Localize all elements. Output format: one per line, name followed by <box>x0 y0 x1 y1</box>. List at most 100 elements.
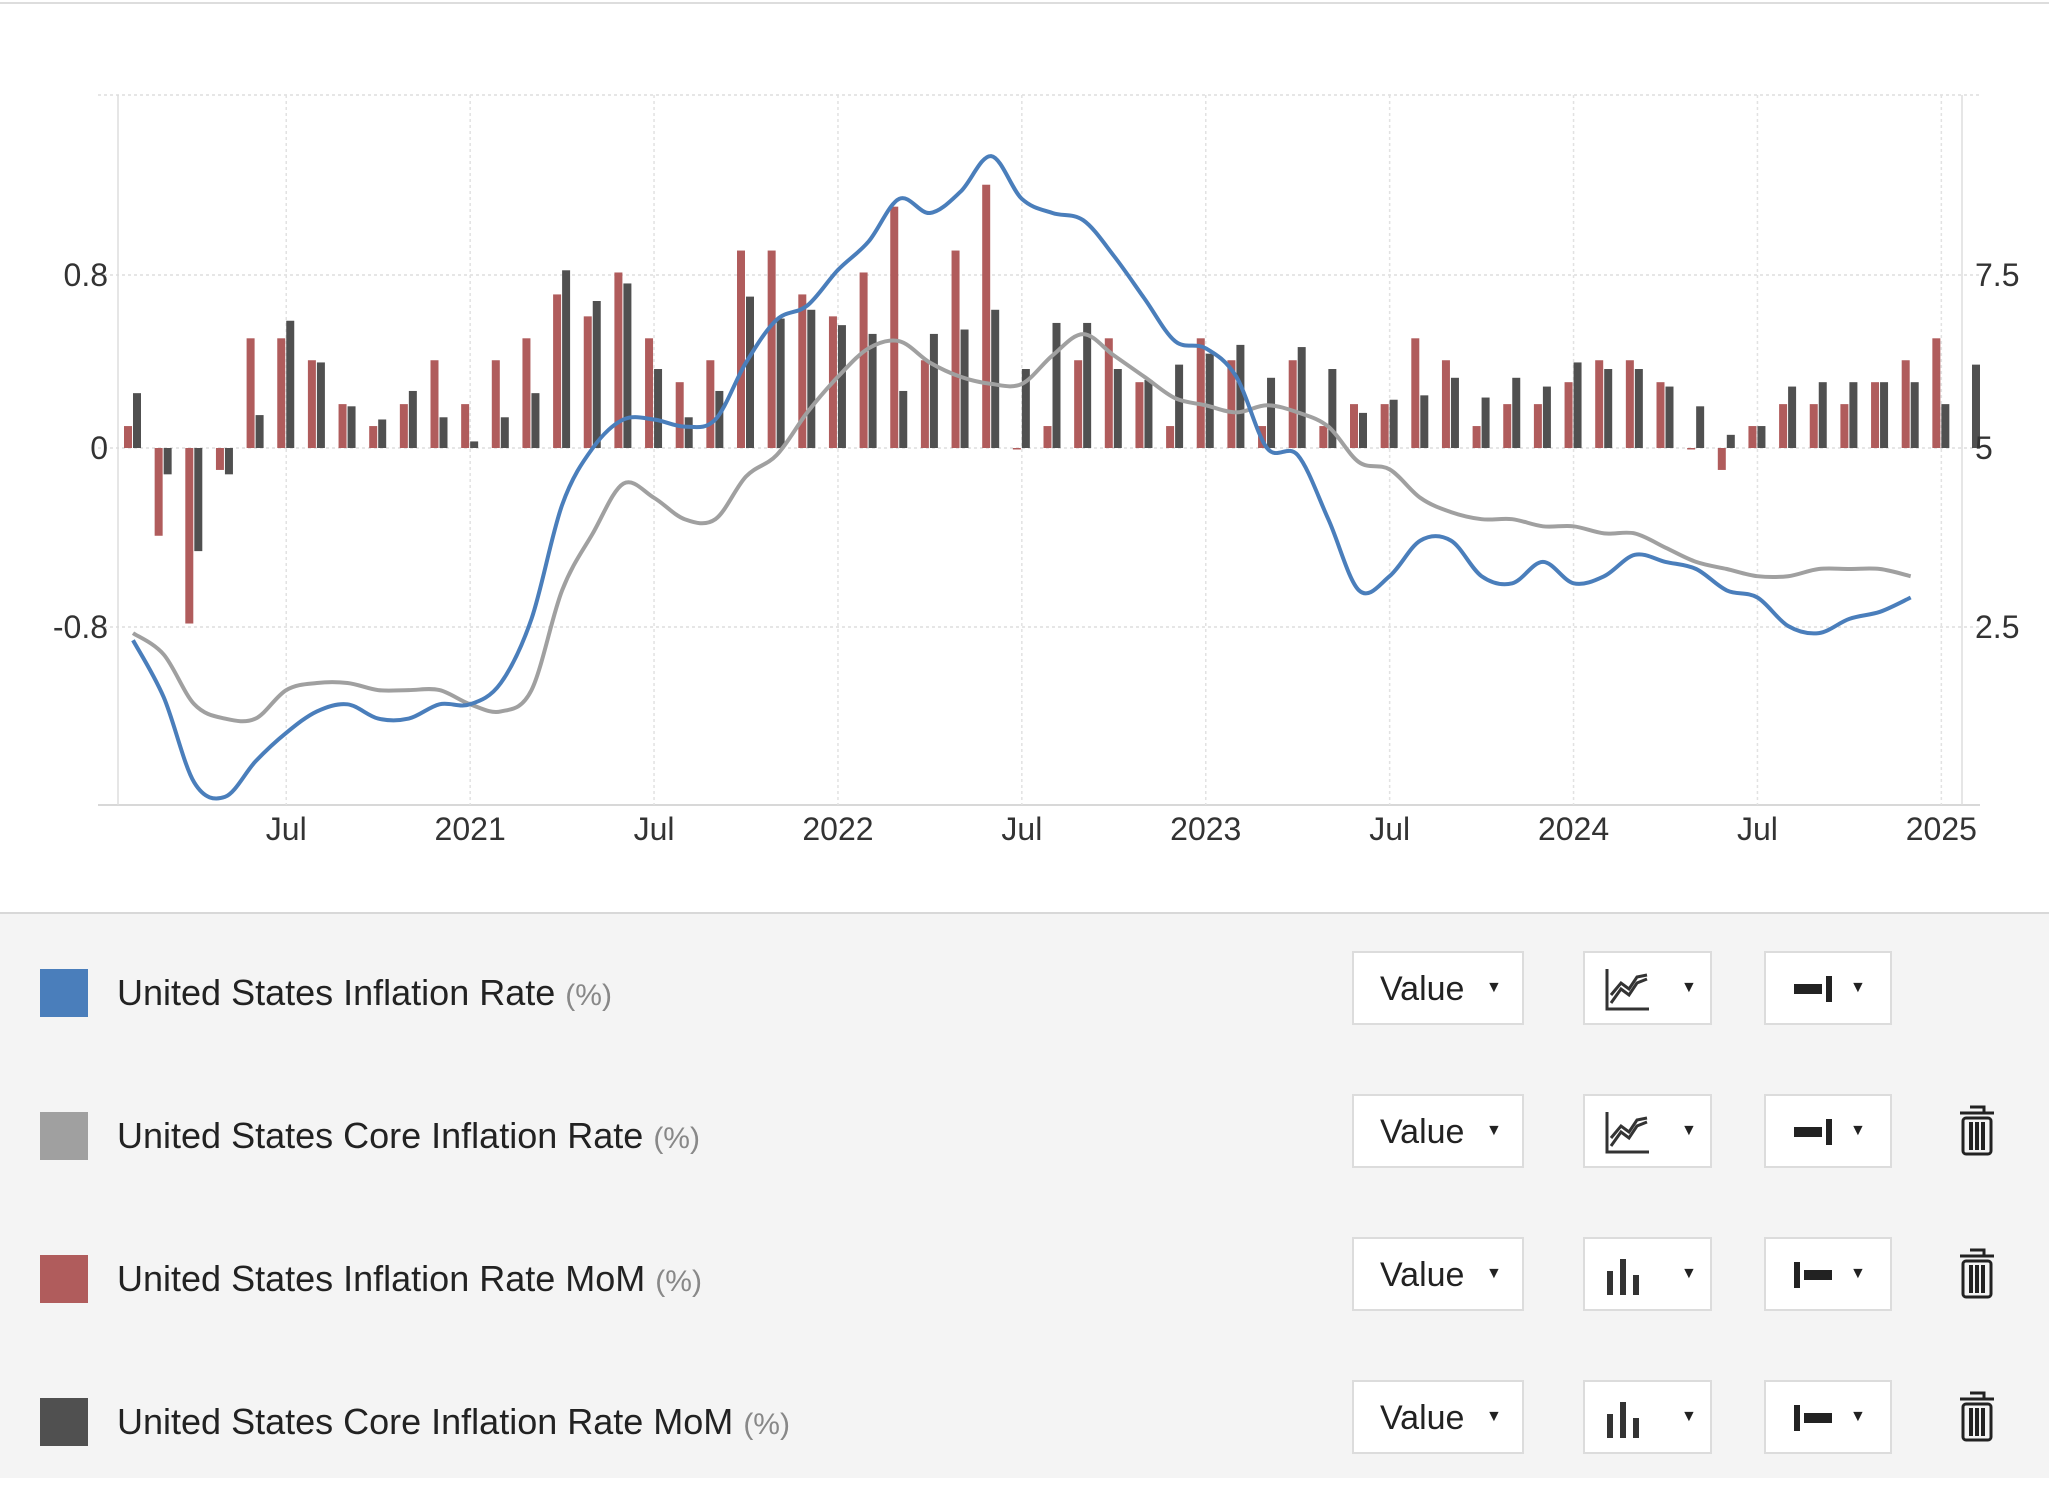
bar-inflation-mom <box>185 448 194 624</box>
bar-core-inflation-mom <box>1297 347 1306 448</box>
bar-core-inflation-mom <box>991 309 1000 448</box>
inflation-line <box>131 154 1912 801</box>
x-tick: 2025 <box>1906 811 1977 847</box>
bar-core-inflation-mom <box>1818 382 1827 448</box>
bar-inflation-mom <box>1779 404 1788 448</box>
bar-inflation-mom <box>798 294 807 448</box>
value-dropdown[interactable]: Value ▼ <box>1352 951 1524 1025</box>
bar-inflation-mom <box>1166 426 1175 448</box>
bar-core-inflation-mom <box>1972 364 1980 448</box>
bar-inflation-mom <box>951 250 960 448</box>
trash-icon[interactable] <box>1958 1390 1996 1442</box>
legend-row: United States Inflation Rate MoM (%) Valu… <box>0 1200 2049 1343</box>
bar-inflation-mom <box>1840 404 1849 448</box>
bar-inflation-mom <box>645 338 654 448</box>
chart-type-dropdown[interactable]: ▼ <box>1583 951 1712 1025</box>
series-unit: (%) <box>565 979 612 1012</box>
value-dropdown[interactable]: Value ▼ <box>1352 1237 1524 1311</box>
chart-type-dropdown[interactable]: ▼ <box>1583 1237 1712 1311</box>
bar-inflation-mom <box>1871 382 1880 448</box>
bar-inflation-mom <box>583 316 592 448</box>
bar-core-inflation-mom <box>837 325 846 448</box>
bar-core-inflation-mom <box>1113 369 1122 448</box>
series-name-text: United States Inflation Rate MoM <box>117 1258 646 1299</box>
bar-core-inflation-mom <box>1175 364 1184 448</box>
bar-core-inflation-mom <box>1267 377 1276 448</box>
axis-dropdown[interactable]: ▼ <box>1764 1094 1892 1168</box>
bar-core-inflation-mom <box>1021 369 1030 448</box>
bar-inflation-mom <box>215 448 224 470</box>
bar-core-inflation-mom <box>1665 386 1674 448</box>
trash-icon[interactable] <box>1958 1247 1996 1299</box>
bar-core-inflation-mom <box>286 320 295 448</box>
bar-core-inflation-mom <box>654 369 663 448</box>
bar-inflation-mom <box>553 294 562 448</box>
bar-inflation-mom <box>124 426 132 448</box>
legend-row: United States Core Inflation Rate MoM (%… <box>0 1343 2049 1486</box>
bar-core-inflation-mom <box>1481 397 1490 448</box>
bar-inflation-mom <box>369 426 378 448</box>
left-y-tick: 0.8 <box>64 257 108 293</box>
caret-down-icon: ▼ <box>1681 1265 1697 1282</box>
bar-inflation-mom <box>920 360 929 448</box>
bar-inflation-mom <box>1901 360 1910 448</box>
right-y-tick: 7.5 <box>1975 257 2019 293</box>
bar-inflation-mom <box>614 272 623 448</box>
bar-core-inflation-mom <box>378 419 387 448</box>
series-name: United States Inflation Rate (%) <box>117 972 612 1014</box>
series-name-text: United States Inflation Rate <box>117 972 556 1013</box>
bar-core-inflation-mom <box>408 390 417 448</box>
bar-core-inflation-mom <box>1849 382 1858 448</box>
bar-inflation-mom <box>1809 404 1818 448</box>
series-unit: (%) <box>655 1265 702 1298</box>
value-dropdown[interactable]: Value ▼ <box>1352 1094 1524 1168</box>
bar-core-inflation-mom <box>316 362 325 448</box>
bar-core-inflation-mom <box>439 417 448 448</box>
bar-inflation-mom <box>1472 426 1481 448</box>
caret-down-icon: ▼ <box>1486 1408 1502 1425</box>
bar-core-inflation-mom <box>470 441 479 448</box>
trash-icon[interactable] <box>1958 1104 1996 1156</box>
bar-core-inflation-mom <box>746 296 754 448</box>
series-color-swatch <box>40 1398 88 1446</box>
bar-core-inflation-mom <box>224 448 233 475</box>
chart-type-dropdown[interactable]: ▼ <box>1583 1094 1712 1168</box>
chart-area: 0.8 0 -0.8 7.5 5 2.5 Jul 2021 Jul 2022 Jul 2023 Jul 2… <box>0 2 2049 847</box>
legend-row: United States Inflation Rate (%) Value ▼ ▼ ▼ <box>0 914 2049 1057</box>
axis-dropdown[interactable]: ▼ <box>1764 1237 1892 1311</box>
right-y-tick: 5 <box>1975 430 1993 466</box>
axis-dropdown[interactable]: ▼ <box>1764 1380 1892 1454</box>
bar-inflation-mom <box>1227 360 1236 448</box>
value-dropdown-label: Value <box>1380 1256 1465 1294</box>
bar-core-inflation-mom <box>1542 386 1551 448</box>
caret-down-icon: ▼ <box>1850 1122 1866 1139</box>
bar-core-inflation-mom <box>1726 434 1735 448</box>
x-tick: 2024 <box>1538 811 1609 847</box>
bar-inflation-mom <box>1288 360 1297 448</box>
bar-inflation-mom <box>491 360 500 448</box>
caret-down-icon: ▼ <box>1850 1408 1866 1425</box>
bar-core-inflation-mom <box>133 393 141 448</box>
series-color-swatch <box>40 1112 88 1160</box>
bar-inflation-mom <box>1074 360 1083 448</box>
right-y-tick: 2.5 <box>1975 609 2019 645</box>
bar-core-inflation-mom <box>500 417 509 448</box>
bar-inflation-mom <box>890 206 899 448</box>
value-dropdown[interactable]: Value ▼ <box>1352 1380 1524 1454</box>
bar-inflation-mom <box>1104 338 1113 448</box>
bar-inflation-mom <box>399 404 408 448</box>
axis-dropdown[interactable]: ▼ <box>1764 951 1892 1025</box>
chart-type-dropdown[interactable]: ▼ <box>1583 1380 1712 1454</box>
bar-core-inflation-mom <box>960 329 969 448</box>
series-color-swatch <box>40 1255 88 1303</box>
bar-core-inflation-mom <box>1880 382 1889 448</box>
caret-down-icon: ▼ <box>1850 979 1866 996</box>
x-tick: 2021 <box>435 811 506 847</box>
bar-inflation-mom <box>1196 338 1205 448</box>
caret-down-icon: ▼ <box>1681 1408 1697 1425</box>
bar-core-inflation-mom <box>531 393 540 448</box>
bar-core-inflation-mom <box>1696 406 1705 448</box>
bar-inflation-mom <box>1319 426 1328 448</box>
bar-inflation-mom <box>1932 338 1941 448</box>
line-series <box>131 154 1912 801</box>
